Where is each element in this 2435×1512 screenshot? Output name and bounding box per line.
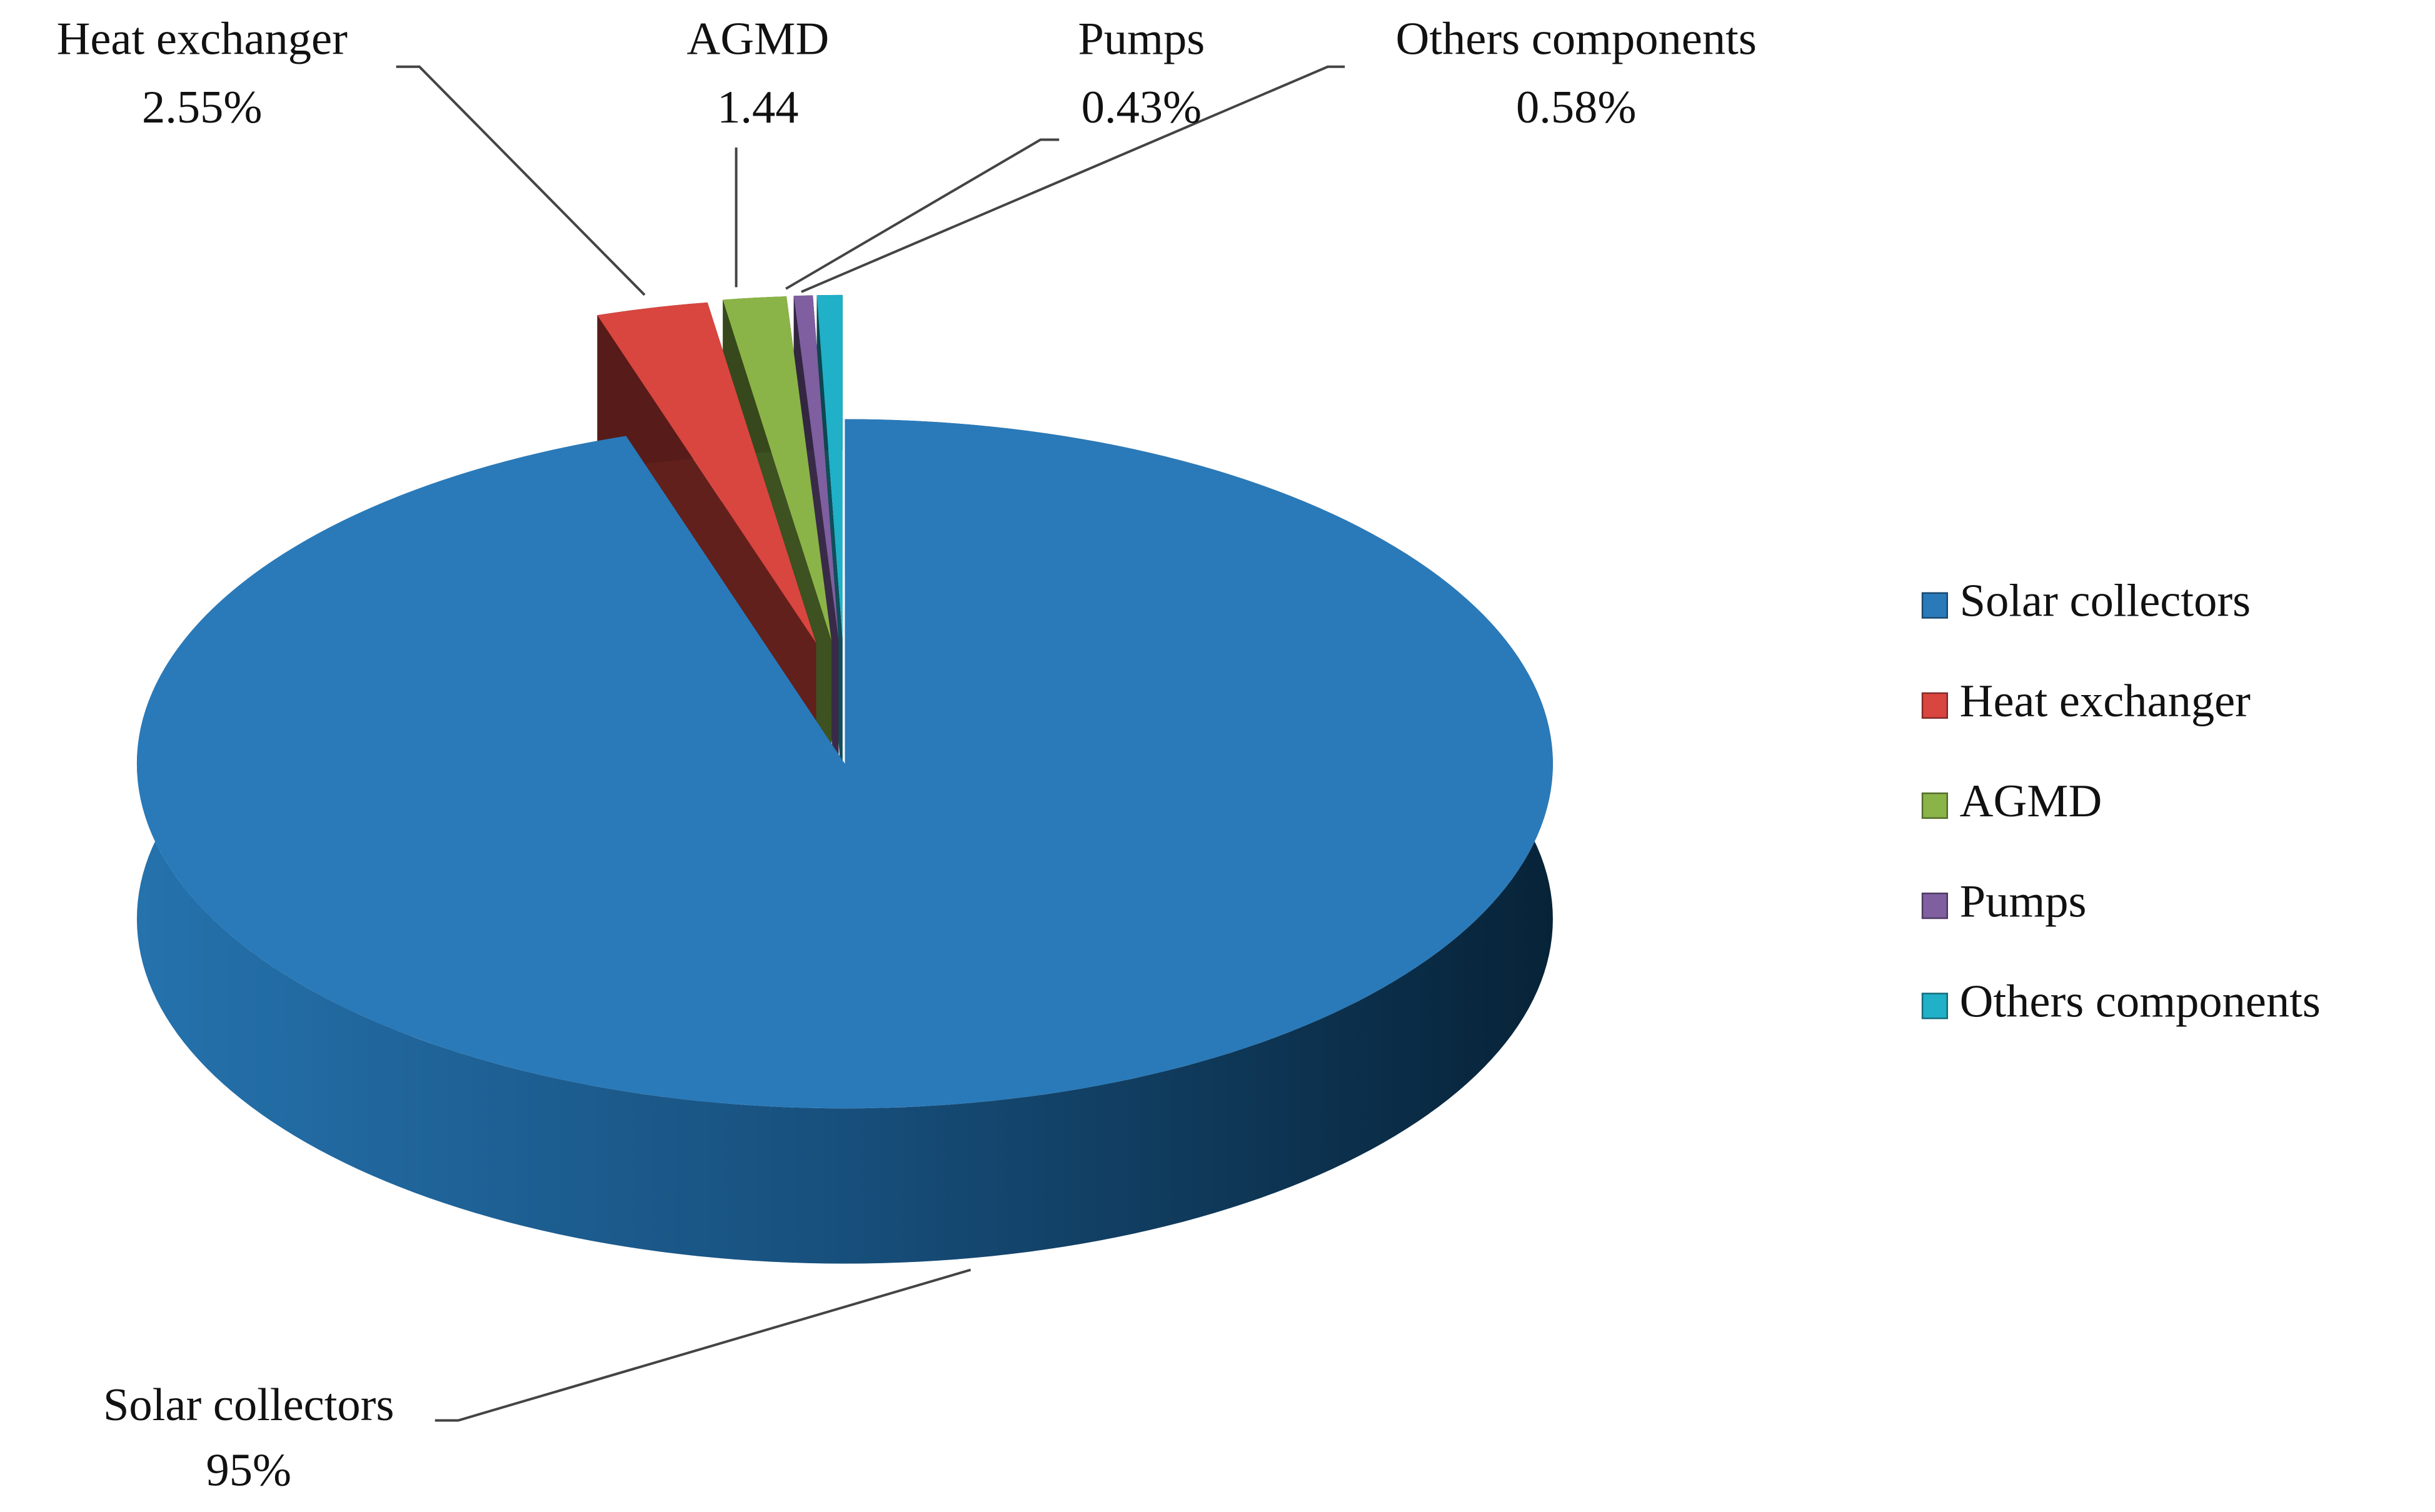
legend-label: Others components (1960, 976, 2321, 1027)
pie (136, 294, 1553, 1264)
slice-label: Solar collectors (103, 1379, 394, 1431)
legend-label: Pumps (1960, 876, 2087, 927)
legend-swatch (1921, 893, 1949, 919)
legend-swatch (1921, 692, 1949, 719)
pie-slice (816, 294, 843, 640)
value-label: 2.55% (142, 82, 262, 133)
slice-label: Heat exchanger (57, 14, 348, 65)
leader-line (801, 65, 1345, 293)
value-label: 1.44 (717, 82, 798, 133)
pie-slice (136, 419, 1553, 1109)
pie-slice (723, 296, 831, 641)
legend-label: Solar collectors (1960, 576, 2251, 627)
legend-swatch (1921, 592, 1949, 619)
leader-line (785, 138, 1060, 290)
leader-line (396, 65, 646, 296)
labels: Solar collectors 95% Heat exchanger 2.55% AG… (57, 14, 1757, 1496)
pie-slice (793, 295, 839, 640)
pie-slice (597, 302, 816, 643)
legend-label: AGMD (1960, 776, 2102, 827)
value-label: 95% (206, 1444, 291, 1496)
slice-label: Pumps (1078, 14, 1205, 65)
slice-label: Others components (1396, 14, 1757, 65)
leader-lines (396, 65, 1345, 1422)
leader-line (434, 1268, 971, 1422)
legend: Solar collectors Heat exchanger AGMD Pumps O… (1921, 576, 2321, 1027)
slice-label: AGMD (687, 14, 830, 65)
value-label: 0.43% (1082, 82, 1202, 133)
legend-swatch (1921, 993, 1949, 1019)
legend-swatch (1921, 792, 1949, 819)
value-label: 0.58% (1516, 82, 1636, 133)
legend-label: Heat exchanger (1960, 676, 2251, 727)
